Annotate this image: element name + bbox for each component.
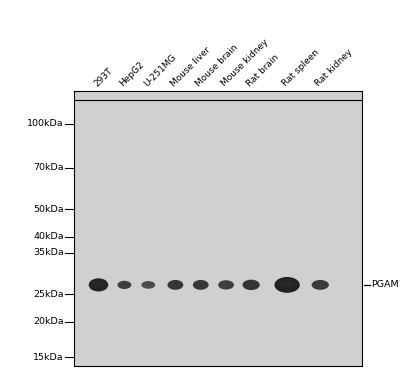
Text: U-251MG: U-251MG: [142, 53, 178, 88]
Ellipse shape: [168, 280, 183, 290]
Text: Mouse liver: Mouse liver: [169, 45, 212, 88]
Ellipse shape: [218, 280, 234, 290]
Ellipse shape: [120, 282, 128, 286]
Ellipse shape: [315, 282, 326, 286]
Ellipse shape: [144, 283, 152, 286]
Text: 293T: 293T: [92, 66, 114, 88]
Text: 40kDa: 40kDa: [33, 232, 64, 241]
Text: 25kDa: 25kDa: [33, 290, 64, 299]
Text: 100kDa: 100kDa: [27, 119, 64, 128]
Text: Rat spleen: Rat spleen: [281, 48, 321, 88]
Text: PGAM1: PGAM1: [371, 280, 400, 290]
Text: Mouse brain: Mouse brain: [194, 43, 240, 88]
Text: 35kDa: 35kDa: [33, 248, 64, 258]
Text: Rat kidney: Rat kidney: [314, 48, 354, 88]
Text: Rat brain: Rat brain: [245, 53, 280, 88]
Ellipse shape: [196, 282, 206, 286]
Ellipse shape: [280, 280, 295, 287]
Ellipse shape: [221, 282, 231, 286]
Ellipse shape: [141, 281, 155, 289]
Text: 50kDa: 50kDa: [33, 205, 64, 214]
Ellipse shape: [274, 277, 300, 293]
Text: 20kDa: 20kDa: [33, 317, 64, 326]
Ellipse shape: [93, 281, 104, 286]
Ellipse shape: [118, 281, 131, 289]
Text: HepG2: HepG2: [118, 60, 146, 88]
Text: 15kDa: 15kDa: [33, 353, 64, 362]
Text: Mouse kidney: Mouse kidney: [220, 38, 270, 88]
Ellipse shape: [312, 280, 329, 290]
Ellipse shape: [193, 280, 209, 290]
Ellipse shape: [171, 282, 180, 286]
Ellipse shape: [246, 282, 256, 286]
Ellipse shape: [89, 278, 108, 291]
Text: 70kDa: 70kDa: [33, 163, 64, 172]
Ellipse shape: [242, 280, 260, 290]
